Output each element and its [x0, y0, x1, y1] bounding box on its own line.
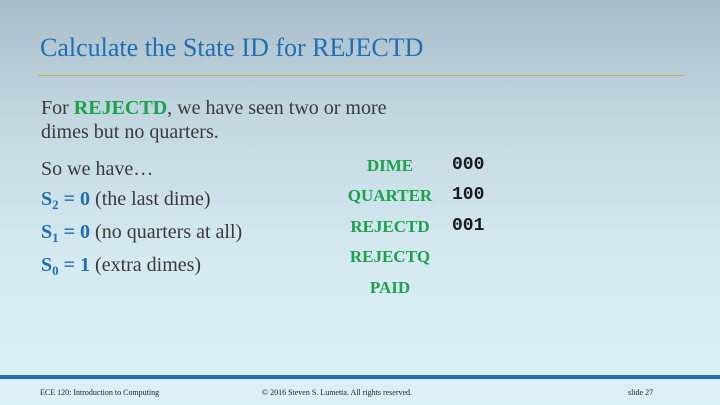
- state-label-quarter: QUARTER: [347, 186, 433, 205]
- bit-s1-note: (no quarters at all): [90, 221, 243, 243]
- footer-copyright: © 2016 Steven S. Lumetta. All rights res…: [262, 388, 413, 397]
- bit-s2-note: (the last dime): [90, 188, 211, 210]
- footer-slide-number: slide 27: [628, 388, 654, 397]
- slide-title: Calculate the State ID for REJECTD: [40, 33, 424, 62]
- state-code-rejectd: 001: [452, 216, 485, 236]
- state-label-dime: DIME: [366, 156, 414, 175]
- state-label-rejectq: REJECTQ: [349, 247, 431, 266]
- bit-s1-var: S1 = 0: [41, 221, 91, 245]
- footer-bar: [0, 375, 720, 379]
- bit-s0-note: (extra dimes): [90, 254, 202, 276]
- state-label-paid: PAID: [369, 278, 411, 297]
- state-code-quarter: 100: [452, 185, 485, 205]
- intro-line-2: dimes but no quarters.: [41, 121, 219, 143]
- intro-state-name: REJECTD: [73, 97, 168, 119]
- footer-course: ECE 120: Introduction to Computing: [40, 388, 160, 397]
- state-code-dime: 000: [452, 155, 485, 175]
- so-we-have: So we have…: [41, 158, 154, 180]
- bit-s2-line: S2 = 0 (the last dime): [41, 188, 211, 213]
- title-divider: [38, 75, 684, 76]
- bit-s0-line: S0 = 1 (extra dimes): [41, 254, 201, 279]
- intro-line-1: For REJECTD, we have seen two or more: [41, 97, 387, 120]
- intro-prefix: For: [41, 97, 74, 119]
- bit-s1-line: S1 = 0 (no quarters at all): [41, 221, 242, 246]
- intro-suffix: , we have seen two or more: [167, 97, 387, 119]
- bit-s0-var: S0 = 1: [41, 254, 91, 278]
- state-label-rejectd: REJECTD: [350, 217, 430, 236]
- bit-s2-var: S2 = 0: [41, 188, 91, 212]
